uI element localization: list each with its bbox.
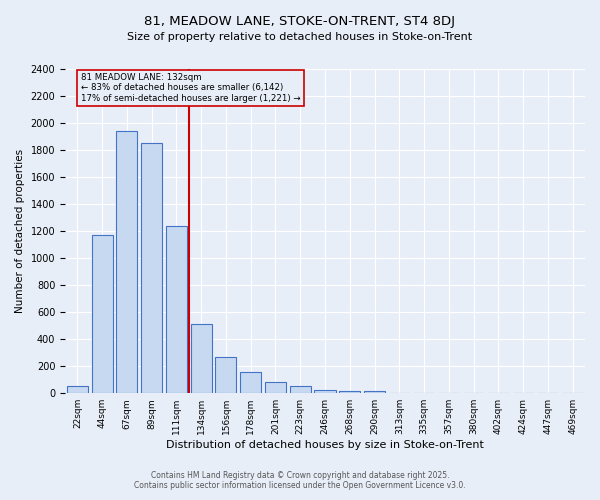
Bar <box>141 144 162 393</box>
X-axis label: Distribution of detached houses by size in Stoke-on-Trent: Distribution of detached houses by size … <box>166 440 484 450</box>
Bar <box>413 392 434 393</box>
Bar <box>290 386 311 393</box>
Bar <box>116 131 137 393</box>
Text: 81, MEADOW LANE, STOKE-ON-TRENT, ST4 8DJ: 81, MEADOW LANE, STOKE-ON-TRENT, ST4 8DJ <box>145 15 455 28</box>
Bar <box>364 390 385 393</box>
Bar <box>92 235 113 393</box>
Bar <box>389 392 410 393</box>
Text: Size of property relative to detached houses in Stoke-on-Trent: Size of property relative to detached ho… <box>127 32 473 42</box>
Bar <box>166 226 187 393</box>
Bar <box>67 386 88 393</box>
Bar <box>265 382 286 393</box>
Bar <box>215 356 236 393</box>
Y-axis label: Number of detached properties: Number of detached properties <box>15 149 25 313</box>
Text: Contains HM Land Registry data © Crown copyright and database right 2025.
Contai: Contains HM Land Registry data © Crown c… <box>134 470 466 490</box>
Bar <box>339 390 360 393</box>
Bar <box>191 324 212 393</box>
Text: 81 MEADOW LANE: 132sqm
← 83% of detached houses are smaller (6,142)
17% of semi-: 81 MEADOW LANE: 132sqm ← 83% of detached… <box>80 73 300 103</box>
Bar <box>314 390 335 393</box>
Bar <box>240 372 261 393</box>
